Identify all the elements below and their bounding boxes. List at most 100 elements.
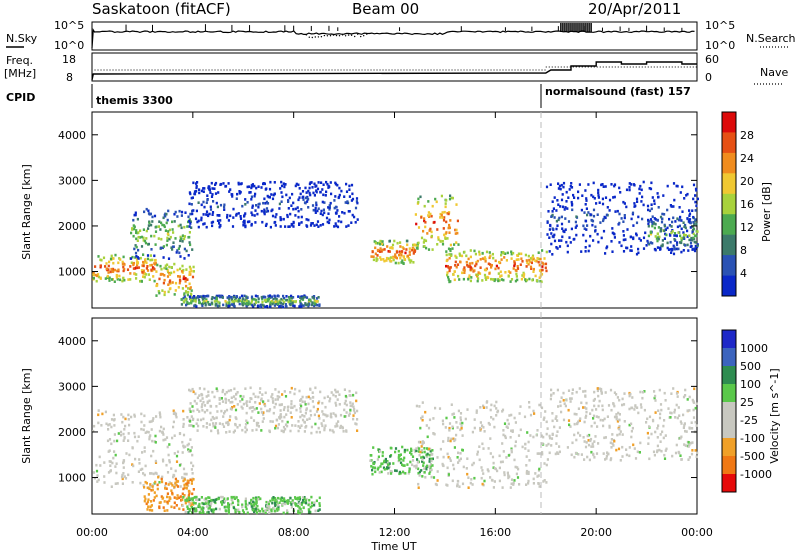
range-cell [476,273,479,276]
range-cell [176,268,179,272]
range-cell [319,190,322,194]
range-cell [344,399,347,403]
range-cell [614,210,617,213]
range-cell [233,405,236,408]
range-cell [468,265,471,268]
range-cell [496,469,499,473]
range-cell [309,387,312,391]
range-cell [671,230,674,233]
range-cell [532,267,535,271]
range-cell [427,211,430,214]
range-cell [558,445,561,448]
range-cell [393,239,396,243]
range-cell [416,244,419,248]
range-cell [482,404,485,408]
range-cell [379,247,382,250]
range-cell [348,188,351,191]
range-cell [268,296,271,300]
range-cell [144,464,147,468]
range-cell [172,241,175,244]
range-cell [176,249,179,252]
range-cell [203,297,206,300]
range-cell [529,260,532,263]
y-tick-label: 4000 [58,129,86,142]
range-cell [246,302,249,305]
range-cell [345,403,348,407]
range-cell [656,444,659,448]
range-cell [345,182,348,186]
range-cell [290,294,293,298]
range-cell [399,256,402,260]
range-cell [127,413,130,417]
range-cell [257,300,260,304]
range-cell [178,464,182,467]
range-cell [566,207,569,210]
range-cell [613,391,616,394]
range-cell [633,205,636,208]
range-cell [564,217,567,220]
range-cell [256,504,259,508]
range-cell [273,181,276,184]
range-cell [156,483,159,487]
range-cell [143,414,146,418]
range-cell [394,253,397,256]
range-cell [308,186,311,190]
range-cell [301,190,305,193]
range-cell [291,192,294,196]
range-cell [417,467,420,471]
range-cell [682,413,685,417]
range-cell [273,501,277,505]
range-cell [192,270,195,273]
range-cell [330,192,333,196]
range-cell [269,420,272,423]
range-cell [263,197,266,201]
range-cell [187,442,190,446]
range-cell [332,430,335,434]
range-cell [662,194,665,197]
range-cell [162,245,165,248]
range-cell [322,413,325,416]
range-cell [478,253,481,256]
range-cell [485,406,488,409]
range-cell [160,267,163,271]
range-cell [665,447,668,451]
range-cell [447,455,450,459]
range-cell [356,218,359,221]
range-cell [199,399,202,403]
range-cell [229,214,232,218]
range-cell [546,233,549,236]
range-cell [478,250,481,254]
range-cell [127,278,130,281]
range-cell [112,257,115,260]
range-cell [594,435,597,438]
range-cell [244,430,247,434]
range-cell [528,459,531,462]
range-cell [411,248,414,252]
range-cell [432,432,435,435]
range-cell [466,472,469,476]
range-cell [475,261,478,264]
range-cell [584,394,587,397]
range-cell [256,212,259,216]
range-cell [111,270,114,273]
range-cell [241,428,244,432]
range-cell [483,430,486,433]
range-cell [593,404,596,408]
range-cell [127,473,130,477]
range-cell [299,403,302,406]
range-cell [622,234,625,237]
range-cell [429,212,432,216]
range-cell [188,424,191,427]
range-cell [498,466,501,470]
range-cell [510,450,513,454]
range-cell [690,421,693,424]
range-cell [234,397,237,401]
range-cell [228,430,231,433]
range-cell [191,299,194,303]
range-cell [674,451,678,455]
range-cell [228,190,231,193]
range-cell [279,403,283,407]
power-ylabel: Slant Range [km] [20,164,33,260]
colorbar-segment [722,234,736,256]
range-cell [529,265,533,269]
